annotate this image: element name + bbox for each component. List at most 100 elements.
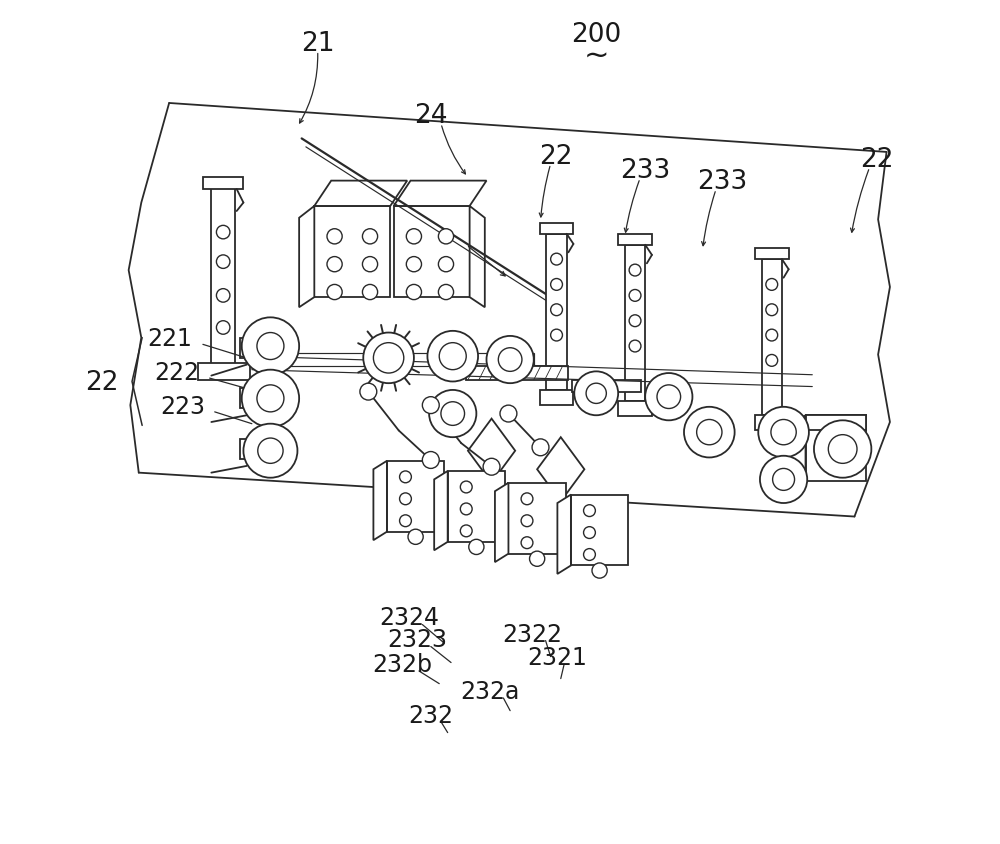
Circle shape [257,333,284,360]
Polygon shape [537,437,584,501]
Circle shape [814,420,871,478]
Circle shape [584,549,595,560]
Polygon shape [470,206,485,307]
Text: 233: 233 [620,159,670,184]
Bar [546,234,567,390]
Circle shape [216,321,230,334]
Bar [240,338,257,358]
Polygon shape [495,483,508,562]
Circle shape [327,284,342,300]
Circle shape [530,551,545,566]
Circle shape [406,257,422,272]
Circle shape [551,329,562,341]
Circle shape [400,515,411,527]
Circle shape [408,529,423,544]
Bar [540,390,573,405]
Text: 22: 22 [539,144,572,170]
Circle shape [500,405,517,422]
Circle shape [760,456,807,503]
Bar [203,177,243,189]
Circle shape [362,284,378,300]
Circle shape [629,315,641,327]
Circle shape [551,279,562,290]
Circle shape [327,229,342,244]
Circle shape [551,304,562,316]
Circle shape [629,289,641,301]
Bar [240,388,257,408]
Bar [466,366,568,380]
Polygon shape [373,461,387,540]
Circle shape [216,225,230,239]
Circle shape [400,493,411,505]
Circle shape [242,370,299,427]
Text: 22: 22 [860,148,893,173]
Circle shape [460,503,472,515]
Text: 22: 22 [85,371,118,396]
Circle shape [657,385,681,408]
Bar [762,259,782,415]
Circle shape [758,407,809,457]
Circle shape [483,458,500,475]
Circle shape [469,539,484,555]
Bar [508,483,566,554]
Circle shape [574,371,618,415]
Circle shape [820,455,832,467]
Bar [281,353,534,366]
Text: 2324: 2324 [379,606,439,630]
Text: 24: 24 [414,104,448,129]
Bar [618,401,652,416]
Bar [387,461,444,532]
Circle shape [697,419,722,445]
Circle shape [586,383,606,403]
Circle shape [766,279,778,290]
Circle shape [363,333,414,383]
Bar [571,495,628,565]
Text: 221: 221 [147,327,192,351]
Circle shape [327,257,342,272]
Circle shape [584,505,595,517]
Text: ~: ~ [583,41,609,70]
Circle shape [406,229,422,244]
Text: 200: 200 [571,23,621,48]
Circle shape [771,419,796,445]
Polygon shape [468,419,515,483]
Polygon shape [394,181,486,206]
Circle shape [521,515,533,527]
Circle shape [441,402,465,425]
Bar [618,234,652,245]
Polygon shape [790,415,806,490]
Text: 232a: 232a [460,680,520,704]
Circle shape [429,390,476,437]
Circle shape [438,257,454,272]
Bar [314,206,390,297]
Circle shape [460,525,472,537]
Circle shape [551,253,562,265]
Circle shape [258,438,283,463]
Text: 2323: 2323 [387,628,447,652]
Bar [448,471,505,542]
Text: 21: 21 [301,31,334,57]
Circle shape [766,304,778,316]
Circle shape [427,331,478,381]
Bar [625,245,645,401]
Circle shape [362,229,378,244]
Circle shape [532,439,549,456]
Bar [755,415,789,430]
Circle shape [400,471,411,483]
Bar [394,206,470,297]
Circle shape [629,264,641,276]
Circle shape [592,563,607,578]
Circle shape [845,430,857,441]
Circle shape [422,452,439,468]
Bar [755,248,789,259]
Bar [572,380,641,392]
Polygon shape [299,206,314,307]
Text: 222: 222 [154,361,199,385]
Bar [198,363,250,380]
Circle shape [521,493,533,505]
Circle shape [242,317,299,375]
Circle shape [584,527,595,538]
Circle shape [373,343,404,373]
Text: 232b: 232b [372,653,432,677]
Circle shape [438,284,454,300]
